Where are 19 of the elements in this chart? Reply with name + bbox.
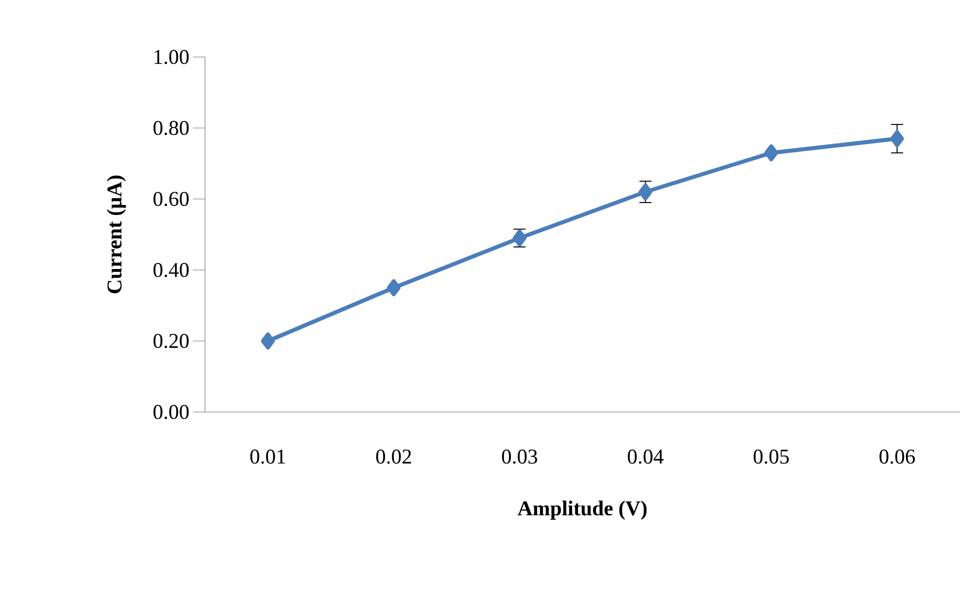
y-tick-label: 0.60 bbox=[154, 192, 189, 206]
x-tick-label: 0.03 bbox=[502, 450, 538, 464]
y-axis-title: Current (µA) bbox=[106, 176, 126, 294]
x-tick-label: 0.01 bbox=[250, 450, 286, 464]
y-tick-label: 0.20 bbox=[154, 334, 189, 348]
y-tick-label: 0.00 bbox=[154, 404, 189, 420]
point bbox=[386, 279, 401, 296]
x-axis-title: Amplitude (V) bbox=[518, 500, 647, 520]
x-tick-label: 0.04 bbox=[628, 450, 664, 464]
point bbox=[764, 144, 778, 162]
x-tick-label: 0.02 bbox=[376, 450, 411, 464]
x-tick-label: 0.05 bbox=[754, 450, 789, 464]
y-tick-label: 1.00 bbox=[154, 50, 189, 64]
point bbox=[638, 183, 652, 200]
x-tick-label: 0.06 bbox=[880, 450, 915, 464]
point bbox=[261, 332, 275, 350]
y-tick-label: 0.40 bbox=[154, 262, 189, 278]
y-tick-label: 0.80 bbox=[154, 120, 189, 136]
point bbox=[890, 130, 904, 148]
